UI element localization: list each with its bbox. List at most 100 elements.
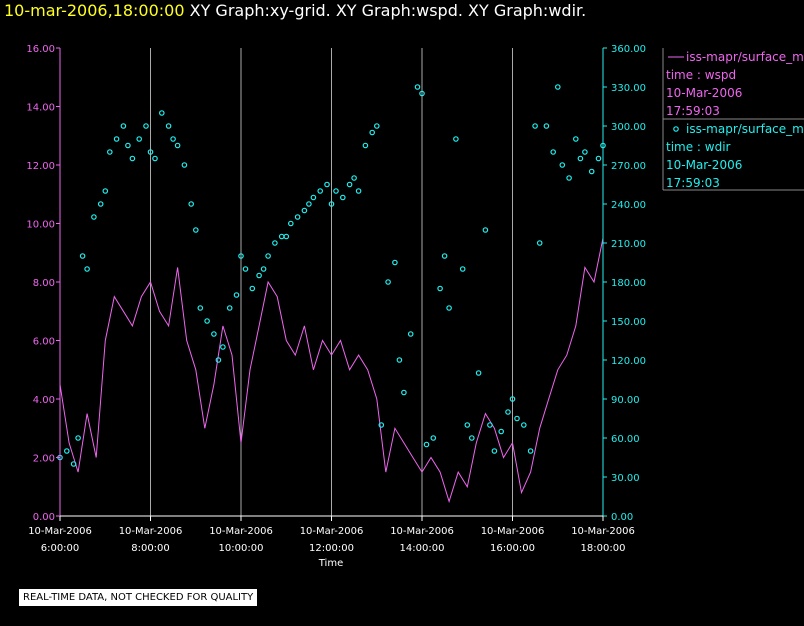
y-right-tick-label: 330.00 (611, 83, 646, 94)
wdir-point (301, 207, 308, 214)
wdir-point (401, 389, 407, 396)
wdir-point (310, 194, 317, 201)
wspd-series (59, 237, 604, 504)
x-tick-label-date: 10-Mar-2006 (28, 526, 92, 537)
y-right-tick-label: 120.00 (611, 356, 646, 367)
x-tick-label-date: 10-Mar-2006 (571, 526, 635, 537)
wdir-point (125, 142, 131, 149)
wdir-point (97, 201, 104, 207)
wdir-point (91, 214, 97, 220)
wdir-point (328, 201, 335, 207)
y-right-tick-label: 210.00 (611, 239, 646, 250)
wdir-point (520, 422, 527, 428)
wdir-point (64, 448, 70, 454)
legend-wdir-time: 17:59:03 (666, 176, 720, 190)
wdir-point (536, 240, 543, 246)
wdir-point (233, 292, 240, 298)
y-left-tick-label: 16.00 (26, 44, 55, 55)
wdir-point (317, 188, 324, 194)
wdir-point (441, 253, 448, 259)
wdir-point (324, 181, 330, 188)
wdir-point (554, 84, 561, 90)
x-axis-label: Time (318, 558, 343, 569)
y-right-tick-label: 90.00 (611, 395, 640, 406)
wdir-point (464, 422, 471, 428)
left-axis-ticks: 0.00 2.00 4.00 6.00 8.00 10.00 12.00 14.00 16.00 (26, 44, 60, 523)
wdir-point (396, 357, 403, 363)
wdir-point (373, 123, 380, 129)
wdir-point (543, 123, 550, 129)
wspd-line (59, 237, 604, 504)
wdir-point (572, 136, 579, 142)
wdir-point (265, 253, 271, 259)
wdir-point (136, 136, 143, 142)
wdir-point (453, 136, 459, 142)
wdir-point (459, 266, 466, 272)
wdir-point (188, 201, 195, 207)
legend-wdir-label: iss-mapr/surface_m (686, 122, 804, 136)
wdir-point (159, 110, 165, 116)
wdir-point (577, 155, 584, 162)
x-tick-label-time: 18:00:00 (581, 543, 626, 554)
wdir-point (220, 344, 226, 350)
legend-wspd-time: 17:59:03 (666, 104, 720, 118)
legend-wdir-swatch (673, 126, 679, 132)
x-tick-label-time: 14:00:00 (400, 543, 445, 554)
right-axis-ticks: 0.00 30.00 60.00 90.00 120.00 150.00 180.00 210… (603, 44, 646, 523)
y-right-tick-label: 240.00 (611, 200, 646, 211)
wdir-point (260, 266, 267, 272)
wdir-point (102, 188, 109, 194)
wdir-point (181, 162, 188, 168)
wdir-point (193, 227, 199, 233)
wdir-point (446, 305, 452, 311)
wdir-point (294, 214, 301, 220)
x-tick-label-date: 10-Mar-2006 (209, 526, 273, 537)
x-axis-ticks: 10-Mar-2006 6:00:00 10-Mar-2006 8:00:00 10-M… (28, 516, 635, 554)
wdir-point (423, 441, 430, 448)
wdir-point (414, 84, 421, 90)
x-tick-label-date: 10-Mar-2006 (481, 526, 545, 537)
wdir-point (249, 285, 256, 292)
wdir-point (392, 259, 398, 266)
legend-wspd-label: iss-mapr/surface_m (686, 50, 804, 64)
wdir-point (333, 188, 339, 194)
wdir-point (70, 461, 77, 467)
wdir-point (278, 233, 285, 240)
wdir-point (79, 253, 86, 259)
x-tick-label-date: 10-Mar-2006 (390, 526, 454, 537)
wdir-point (351, 175, 357, 181)
wdir-point (204, 318, 210, 324)
y-left-tick-label: 8.00 (33, 278, 55, 289)
wdir-point (339, 194, 346, 201)
y-right-tick-label: 180.00 (611, 278, 646, 289)
wdir-point (306, 201, 312, 207)
wdir-point (407, 331, 414, 337)
wdir-point (487, 422, 493, 428)
wdir-point (170, 136, 176, 142)
grid-lines (59, 48, 604, 516)
wdir-point (215, 357, 222, 363)
x-tick-label-time: 6:00:00 (41, 543, 80, 554)
wdir-point (559, 162, 566, 168)
wdir-point (566, 175, 572, 181)
y-left-tick-label: 0.00 (33, 512, 55, 523)
x-tick-label-time: 12:00:00 (309, 543, 354, 554)
wdir-point (143, 123, 149, 129)
legend-wdir-time-label: time : wdir (666, 140, 731, 154)
legend-wdir-date: 10-Mar-2006 (666, 158, 743, 172)
y-right-tick-label: 0.00 (611, 512, 633, 523)
y-left-tick-label: 14.00 (26, 103, 55, 114)
wdir-point (468, 435, 475, 441)
y-right-tick-label: 60.00 (611, 434, 640, 445)
wdir-point (211, 331, 217, 337)
wdir-point (419, 90, 425, 97)
wdir-point (378, 422, 385, 428)
wdir-point (582, 149, 588, 155)
chart-title: 10-mar-2006,18:00:00 XY Graph:xy-grid. X… (4, 1, 586, 20)
y-left-tick-label: 10.00 (26, 220, 55, 231)
wdir-point (588, 168, 595, 175)
x-tick-label-date: 10-Mar-2006 (119, 526, 183, 537)
legend-wspd-time-label: time : wspd (666, 68, 737, 82)
legend-wdir: iss-mapr/surface_m time : wdir 10-Mar-20… (666, 120, 804, 192)
y-left-tick-label: 2.00 (33, 454, 55, 465)
